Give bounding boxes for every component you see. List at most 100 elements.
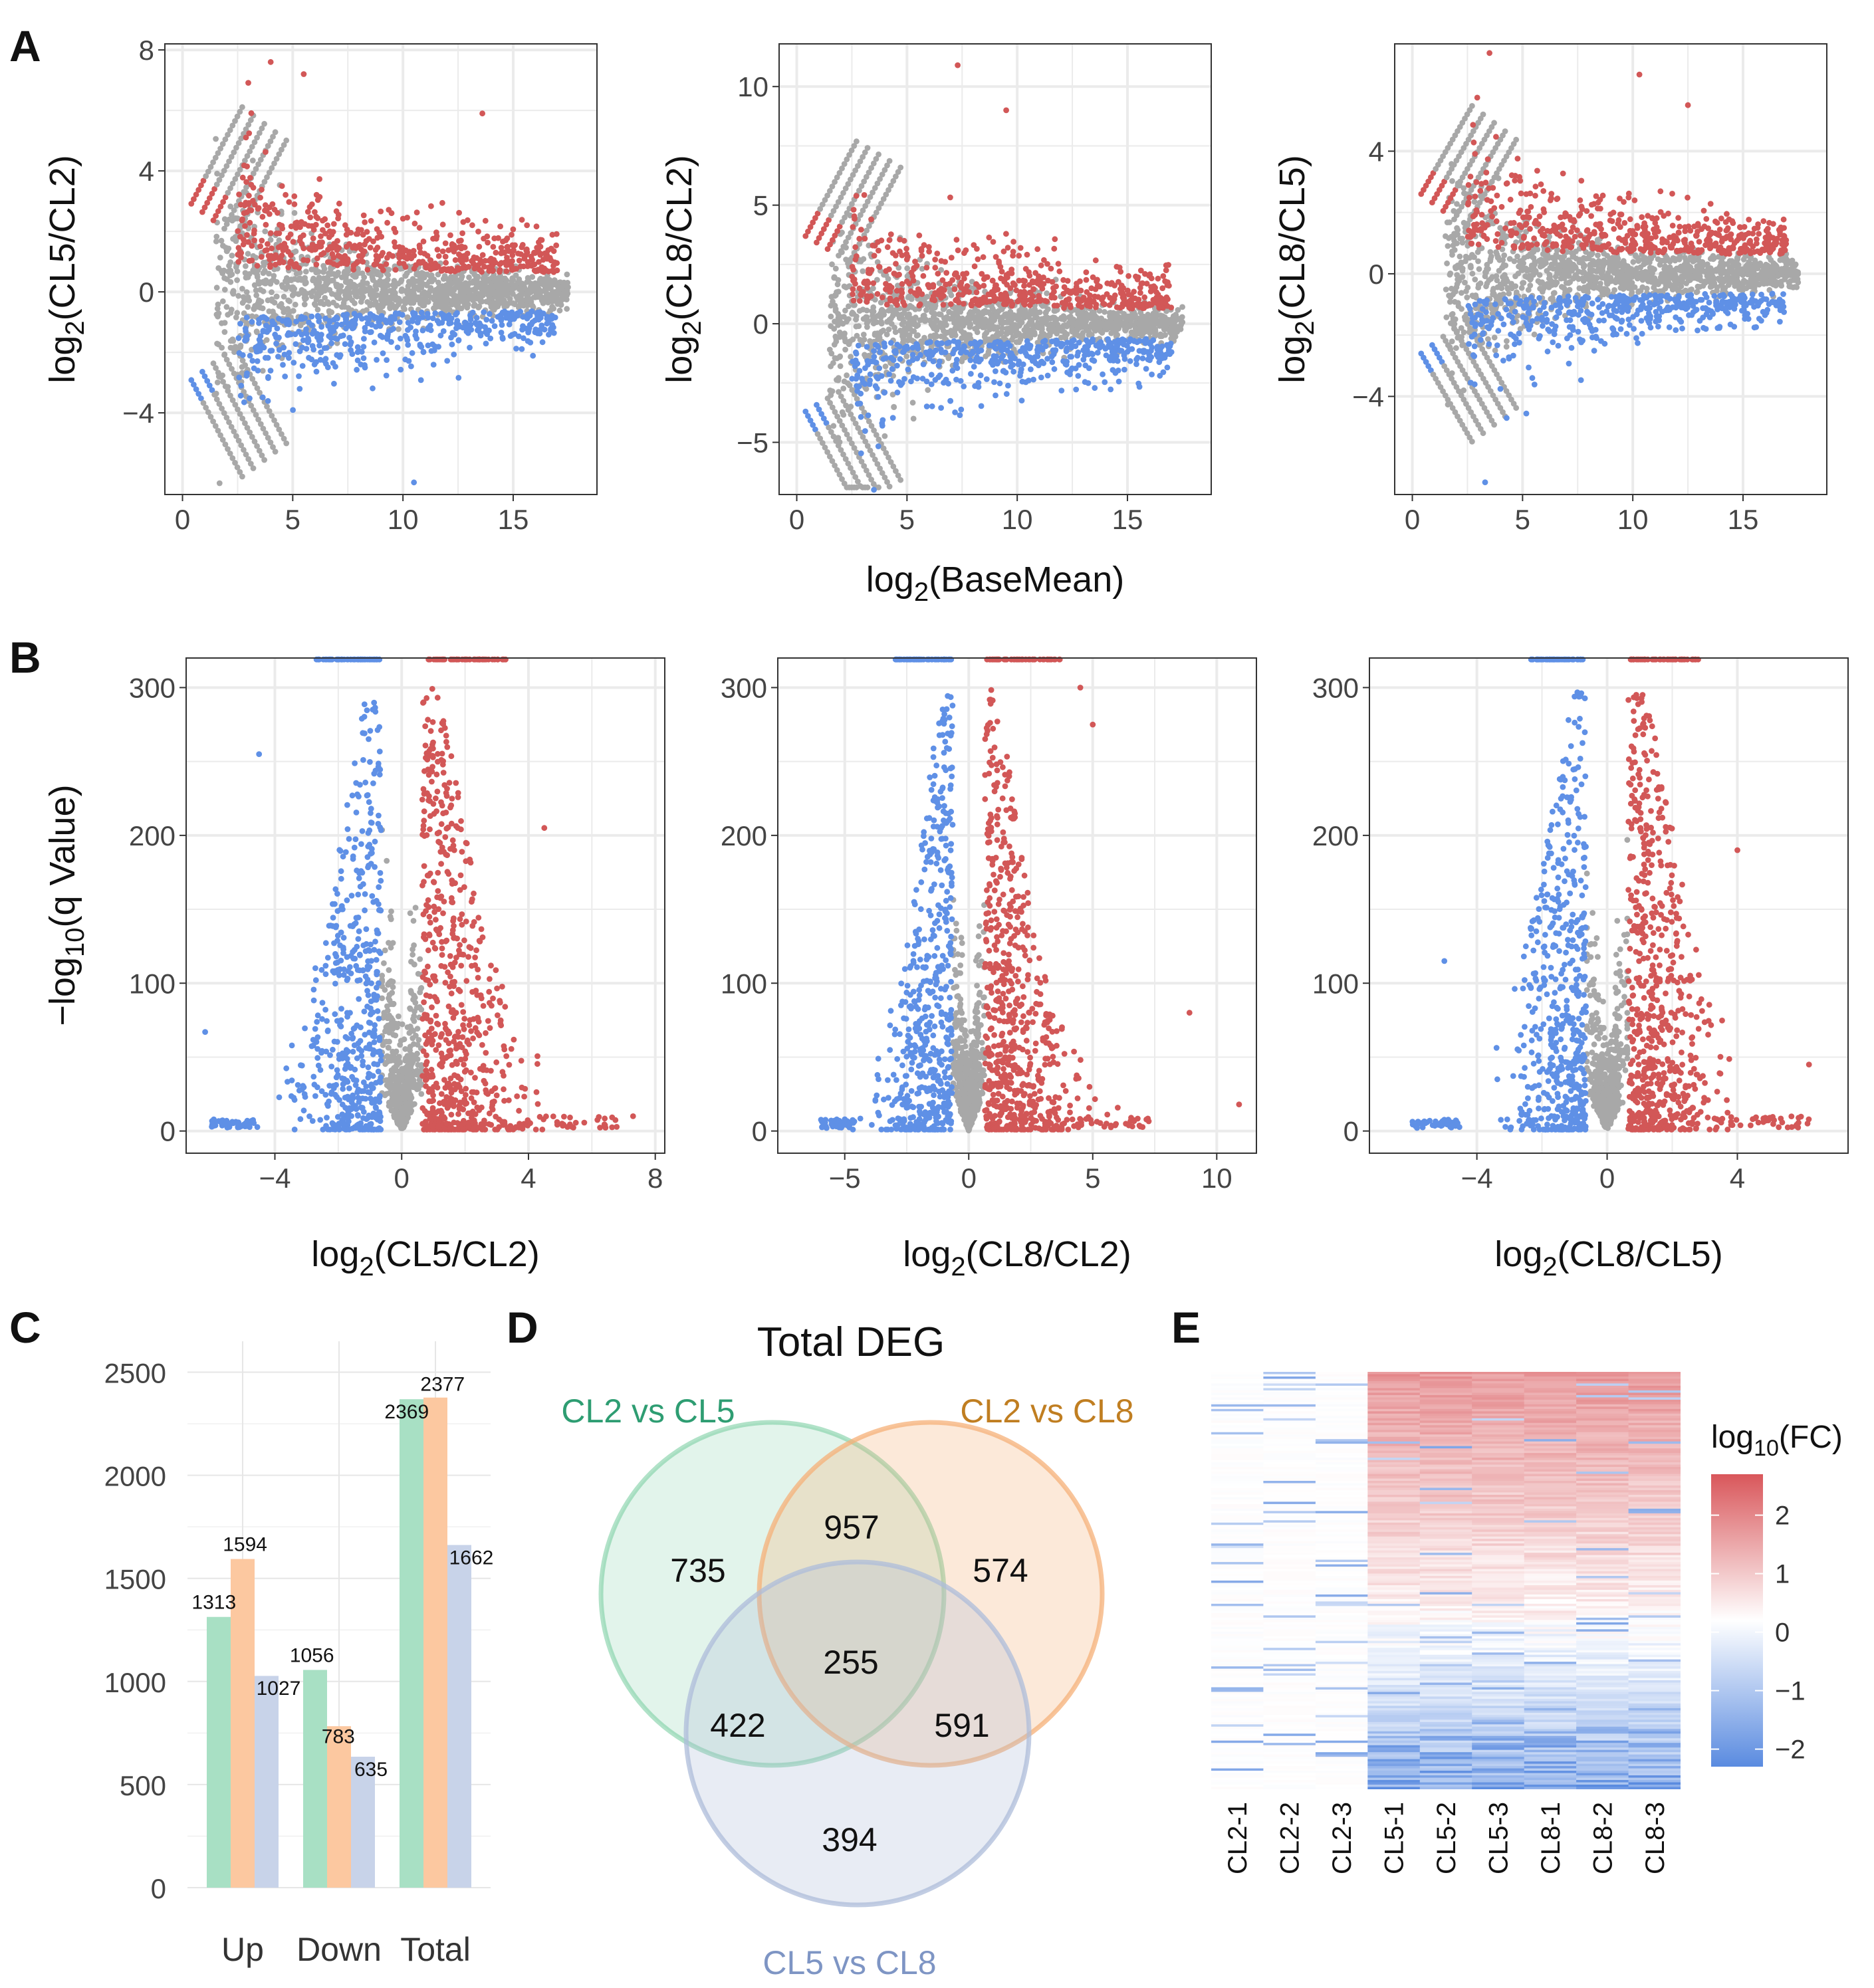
- ma-point-down: [1124, 342, 1130, 349]
- ma-point-ns: [961, 330, 967, 336]
- ma-point-up: [417, 245, 423, 251]
- ma-point-ns: [555, 284, 562, 290]
- ma-point-down: [854, 401, 861, 407]
- ma-point-ns: [872, 330, 878, 337]
- ma-point-diagonal: [272, 449, 279, 455]
- ma-point-ns: [253, 328, 260, 335]
- ma-point-down: [1031, 358, 1037, 364]
- ma-point-down: [1149, 344, 1155, 351]
- ma-point-diagonal: [886, 158, 893, 164]
- ma-point-down: [991, 344, 998, 351]
- ma-point-down: [383, 372, 390, 379]
- ma-point-down: [406, 358, 412, 364]
- ma-point-up: [378, 253, 384, 259]
- ma-point-down: [865, 412, 872, 419]
- ma-point-ns: [1143, 325, 1150, 332]
- ma-point-down: [296, 373, 302, 380]
- ma-point-up: [942, 259, 949, 265]
- panel-letter-c: C: [9, 1303, 41, 1352]
- ma-point-down: [549, 312, 555, 319]
- ma-point-ns: [249, 313, 255, 320]
- ma-point-down: [267, 348, 274, 354]
- ma-point-up: [456, 209, 462, 216]
- ma-point-up: [309, 241, 316, 248]
- ma-point-down: [1018, 397, 1025, 403]
- ma-point-down: [858, 390, 864, 397]
- ma-point-down: [392, 310, 399, 316]
- ma-point-down: [534, 314, 540, 320]
- ma-point-ns: [1108, 315, 1114, 322]
- ma-point-up: [246, 130, 253, 136]
- ma-point-ns: [526, 286, 532, 293]
- ma-point-up: [1010, 280, 1016, 286]
- ma-point-down: [977, 372, 984, 379]
- ma-point-up: [862, 235, 868, 242]
- ma-point-ns: [230, 290, 237, 297]
- ma-point-down: [392, 316, 398, 322]
- ma-point-ns: [1054, 321, 1060, 328]
- ma-point-up: [898, 294, 905, 300]
- ma-point-up: [934, 251, 941, 257]
- ma-point-ns: [432, 293, 439, 300]
- ma-point-up: [330, 221, 337, 227]
- ma-point-ns: [266, 308, 273, 314]
- ma-point-down: [308, 313, 315, 320]
- ma-point-down: [430, 362, 437, 368]
- ma-point-down: [1071, 337, 1077, 344]
- ma-point-ns: [1074, 320, 1080, 326]
- ma-point-up: [851, 213, 858, 219]
- ma-point-down: [991, 379, 997, 386]
- ma-point-ns: [515, 303, 522, 310]
- ma-point-ns: [549, 296, 556, 302]
- ma-point-up: [1054, 302, 1060, 309]
- ma-point-down: [955, 344, 961, 351]
- ma-point-down: [462, 319, 468, 326]
- ma-point-up: [257, 194, 263, 201]
- ma-point-up: [549, 231, 556, 238]
- ma-point-down: [1133, 361, 1139, 368]
- ma-point-down: [316, 342, 322, 349]
- ma-point-up: [870, 242, 876, 249]
- ma-point-diagonal: [864, 145, 871, 151]
- ma-point-up: [1084, 289, 1090, 295]
- ma-point-ns: [269, 289, 275, 295]
- ma-point-down: [890, 357, 897, 364]
- ma-point-outlier: [479, 110, 485, 117]
- ma-point-ns: [884, 318, 890, 325]
- ma-point-up: [893, 261, 899, 267]
- ma-point-ns: [885, 326, 892, 332]
- ma-point-down: [1112, 370, 1119, 376]
- ma-point-up: [459, 230, 465, 237]
- ma-point-ns: [904, 265, 911, 272]
- ma-point-down: [259, 394, 266, 401]
- ma-point-ns: [519, 290, 525, 296]
- ma-point-up: [1093, 304, 1099, 310]
- ma-point-ns: [842, 307, 848, 314]
- ma-point-up: [1077, 278, 1083, 284]
- ma-point-down: [384, 336, 390, 342]
- ma-point-ns: [1108, 325, 1115, 332]
- ma-point-ns: [828, 313, 834, 320]
- ma-point-ns: [361, 286, 368, 292]
- ma-point-ns: [1122, 327, 1128, 333]
- ma-point-up: [452, 257, 459, 263]
- ma-point-diagonal: [261, 457, 267, 463]
- ma-point-down: [242, 326, 249, 332]
- ma-point-down: [1115, 378, 1122, 385]
- ma-point-down: [370, 385, 376, 391]
- ma-point-up: [969, 302, 975, 309]
- ma-point-down: [498, 330, 505, 336]
- ma-point-up: [409, 253, 415, 260]
- ma-point-down: [454, 318, 461, 324]
- ma-point-up: [430, 235, 436, 242]
- ma-point-up: [1088, 285, 1095, 292]
- ma-point-up: [443, 259, 449, 266]
- ma-point-ns: [854, 332, 860, 339]
- ma-point-up: [308, 247, 315, 253]
- ma-point-up: [314, 255, 320, 262]
- ma-point-down: [374, 357, 380, 363]
- ma-point-down: [1115, 337, 1121, 344]
- ma-point-down: [1000, 368, 1006, 374]
- ma-point-up: [251, 227, 257, 234]
- ma-point-ns: [1046, 332, 1052, 338]
